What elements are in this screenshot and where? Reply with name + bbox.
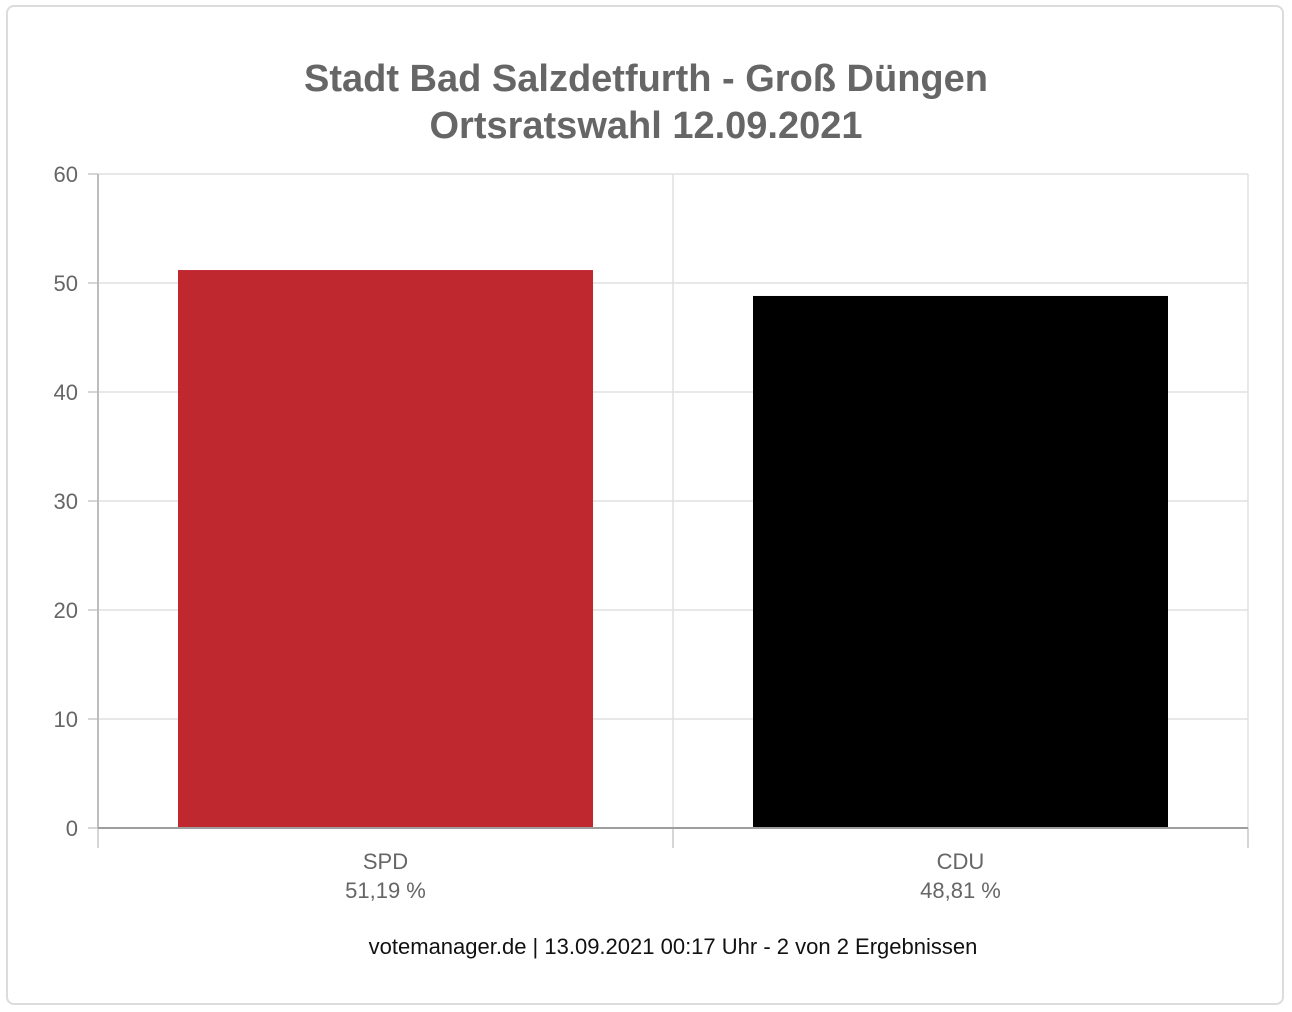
- chart-title-line-1: Stadt Bad Salzdetfurth - Groß Düngen: [304, 58, 988, 100]
- y-tick-label: 60: [54, 162, 78, 187]
- y-tick-label: 50: [54, 271, 78, 296]
- x-category-label: SPD: [363, 849, 408, 874]
- y-tick-label: 20: [54, 598, 78, 623]
- chart-footer: votemanager.de | 13.09.2021 00:17 Uhr - …: [368, 934, 978, 959]
- y-tick-label: 0: [66, 816, 78, 841]
- x-value-label: 48,81 %: [920, 878, 1001, 903]
- bar-spd: [178, 270, 593, 828]
- y-tick-label: 10: [54, 707, 78, 732]
- chart-title-line-2: Ortsratswahl 12.09.2021: [429, 105, 863, 147]
- bar-cdu: [753, 295, 1168, 828]
- x-value-label: 51,19 %: [345, 878, 426, 903]
- y-tick-label: 40: [54, 380, 78, 405]
- chart-title: Stadt Bad Salzdetfurth - Groß Düngen Ort…: [0, 56, 1292, 150]
- y-tick-label: 30: [54, 489, 78, 514]
- x-category-label: CDU: [937, 849, 985, 874]
